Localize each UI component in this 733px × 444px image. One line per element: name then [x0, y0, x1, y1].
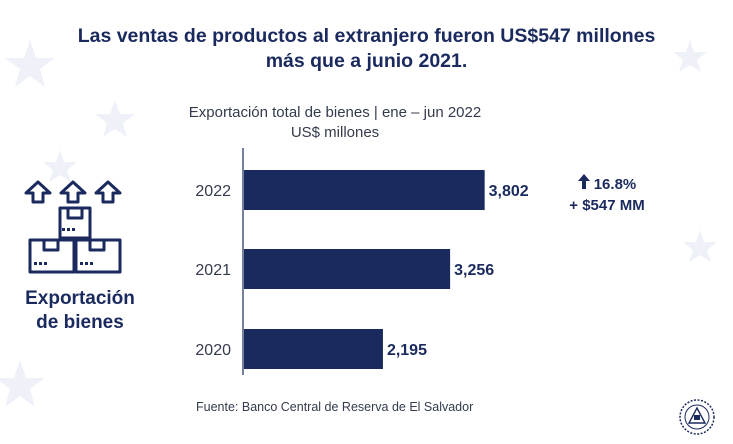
box-icon: [74, 238, 122, 274]
side-label: Exportación de bienes: [10, 287, 150, 335]
star-icon: [673, 40, 707, 72]
chart-subtitle: US$ millones: [290, 124, 380, 141]
boxes-export-icon: [24, 180, 122, 274]
star-icon: [95, 100, 135, 137]
arrow-up-outline-icon: [59, 180, 87, 204]
value-label-2020: 2,195: [387, 342, 427, 359]
chart-title: Exportación total de bienes | ene – jun …: [188, 104, 482, 121]
headline-line-1: Las ventas de productos al extranjero fu…: [77, 25, 656, 47]
star-icon: [5, 40, 55, 87]
growth-difference: + $547 MM: [569, 197, 645, 214]
category-label-2020: 2020: [195, 342, 231, 359]
value-label-2022: 3,802: [489, 183, 529, 200]
growth-callout: 16.8% + $547 MM: [556, 174, 658, 216]
side-label-line-1: Exportación: [25, 288, 135, 309]
headline-line-2: más que a junio 2021.: [265, 50, 468, 72]
arrow-up-outline-icon: [24, 180, 52, 204]
star-icon: [683, 230, 717, 262]
arrow-up-outline-icon: [94, 180, 122, 204]
bar-2021: [244, 249, 451, 289]
source-note: Fuente: Banco Central de Reserva de El S…: [196, 400, 474, 414]
star-icon: [0, 360, 45, 407]
category-label-2021: 2021: [195, 262, 231, 279]
star-icon: [43, 150, 77, 182]
box-icon: [58, 206, 92, 240]
category-label-2022: 2022: [195, 183, 231, 200]
headline: Las ventas de productos al extranjero fu…: [0, 24, 733, 74]
value-label-2021: 3,256: [454, 262, 494, 279]
growth-percent-row: 16.8%: [556, 174, 658, 195]
chart-title-block: Exportación total de bienes | ene – jun …: [150, 103, 520, 143]
bar-2022: [244, 170, 485, 210]
growth-percent: 16.8%: [593, 176, 637, 193]
box-icon: [28, 238, 76, 274]
arrow-up-icon: [577, 174, 590, 189]
side-label-line-2: de bienes: [36, 312, 124, 333]
bar-2020: [244, 329, 383, 369]
national-seal-icon: [679, 399, 715, 435]
